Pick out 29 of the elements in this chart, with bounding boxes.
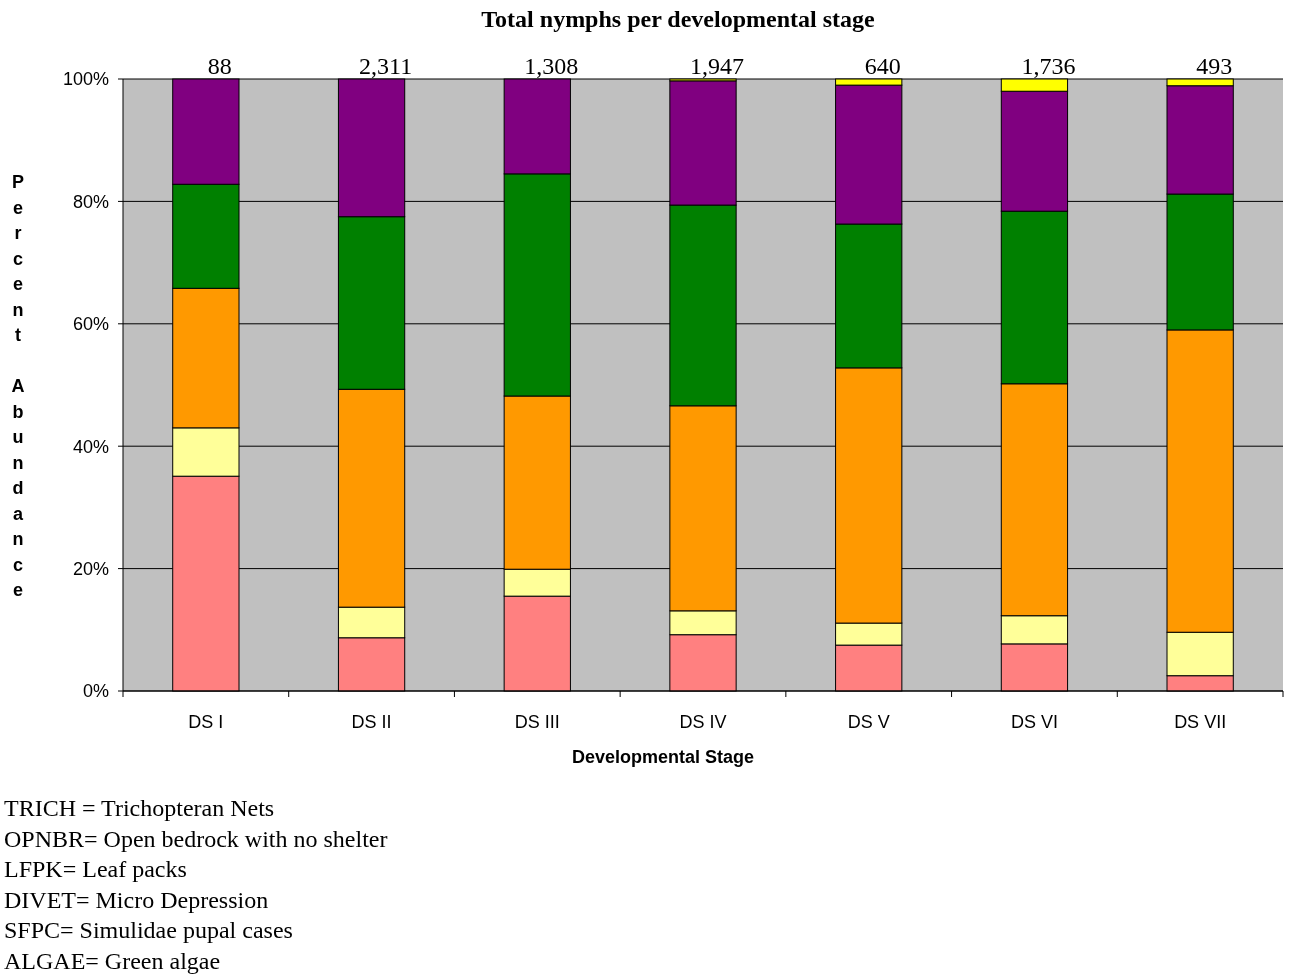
text: SFPC= Simulidae pupal cases xyxy=(4,917,293,944)
annotation: 2,311 xyxy=(359,53,413,79)
y-tick-label: 40% xyxy=(72,436,109,457)
text: DIVET= Micro Depression xyxy=(4,886,269,913)
chart-title: Total nymphs per developmental stage xyxy=(481,6,876,32)
x-tick-label: DS I xyxy=(188,712,224,732)
text: ALGAE= Green algae xyxy=(4,948,221,974)
y-tick-label: 20% xyxy=(72,558,109,579)
x-tick-label: DS III xyxy=(514,712,560,732)
annotation: 88 xyxy=(207,53,232,79)
x-tick-label: DS IV xyxy=(679,712,727,732)
annotation: 493 xyxy=(1196,53,1233,79)
x-tick-label: DS V xyxy=(847,712,890,732)
annotation: 1,947 xyxy=(690,53,744,79)
annotation: 1,308 xyxy=(524,53,579,79)
x-axis-title: Developmental Stage xyxy=(571,747,755,767)
text: LFPK= Leaf packs xyxy=(4,856,187,883)
y-tick-label: 100% xyxy=(62,69,109,90)
y-tick-label: 80% xyxy=(72,191,109,212)
y-tick-label: 0% xyxy=(82,681,109,702)
text: OPNBR= Open bedrock with no shelter xyxy=(4,825,388,852)
text: TRICH = Trichopteran Nets xyxy=(4,795,275,821)
annotation: 640 xyxy=(864,53,901,79)
x-tick-label: DS VI xyxy=(1010,712,1058,732)
x-tick-label: DS II xyxy=(351,712,392,732)
text: Percent Abundance xyxy=(11,172,25,600)
annotation: 1,736 xyxy=(1021,53,1076,79)
x-tick-label: DS VII xyxy=(1174,712,1227,732)
y-tick-label: 60% xyxy=(72,314,109,335)
